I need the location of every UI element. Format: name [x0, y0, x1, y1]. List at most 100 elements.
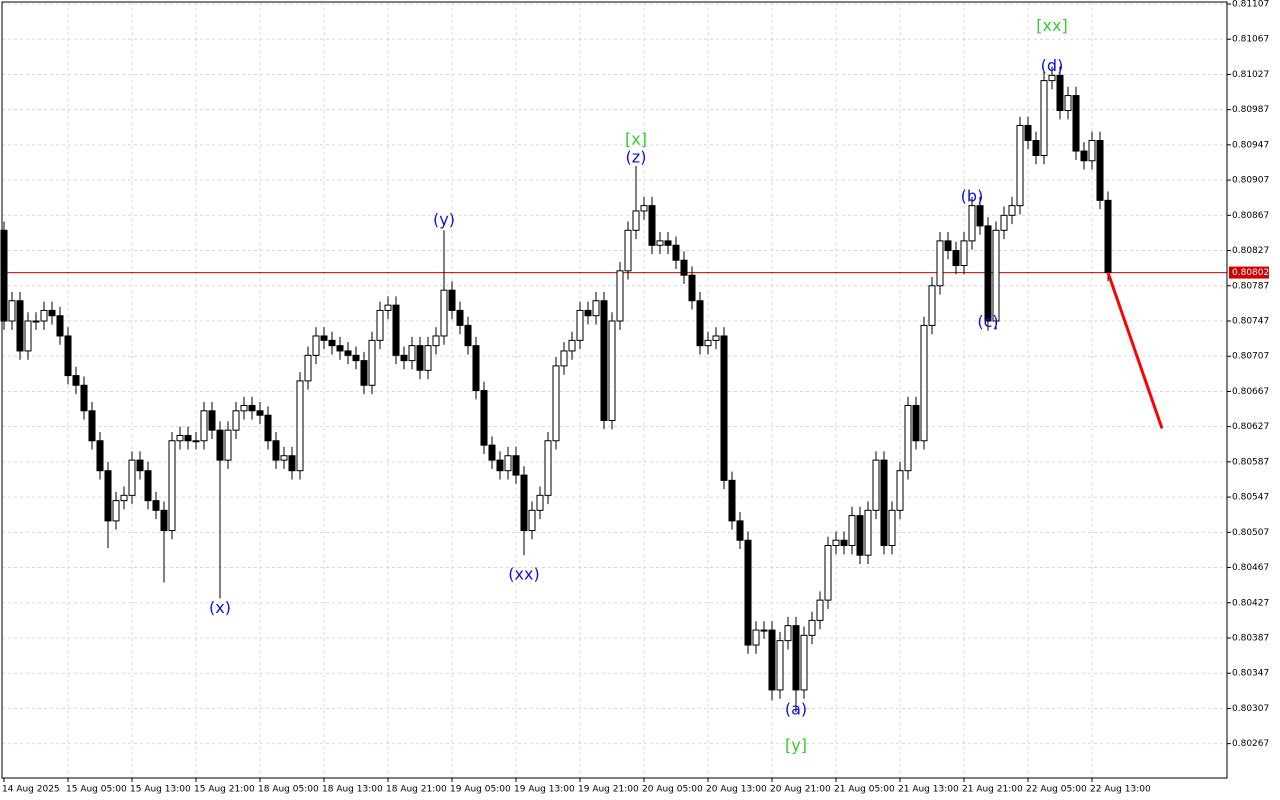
candle-body [40, 309, 48, 322]
y-tick-label: 0.81067 [1232, 35, 1269, 45]
candle-body [216, 429, 224, 461]
candle-body [88, 410, 96, 442]
x-tick-label: 21 Aug 13:00 [898, 785, 959, 795]
y-tick-label: 0.80907 [1232, 176, 1269, 186]
candle-body [944, 240, 952, 252]
candle-body [1048, 74, 1056, 82]
candle-body [480, 390, 488, 446]
candle-body [1056, 74, 1064, 112]
candle-body [704, 339, 712, 347]
wave-label: (c) [977, 312, 998, 331]
candle-body [352, 354, 360, 362]
x-tick-label: 21 Aug 21:00 [962, 785, 1023, 795]
candle-body [232, 410, 240, 431]
candle-body [928, 285, 936, 326]
candle-body [920, 324, 928, 442]
x-tick-label: 21 Aug 05:00 [834, 785, 895, 795]
candle-body [432, 335, 440, 347]
candle-body [152, 500, 160, 511]
wave-label: (xx) [508, 565, 539, 584]
y-tick-label: 0.80307 [1232, 704, 1269, 714]
candle-body [912, 405, 920, 442]
candle-body [312, 335, 320, 356]
candle-body [408, 345, 416, 362]
candle-body [864, 509, 872, 556]
candle-body [1080, 150, 1088, 162]
y-tick-label: 0.80747 [1232, 316, 1269, 326]
candle-body [184, 434, 192, 442]
y-tick-label: 0.81107 [1232, 0, 1269, 10]
x-tick-label: 22 Aug 05:00 [1026, 785, 1087, 795]
candle-body [144, 470, 152, 502]
candle-body [872, 459, 880, 511]
candle-body [240, 405, 248, 412]
candle-body [544, 440, 552, 496]
current-price-tag [1229, 266, 1269, 279]
candle-body [960, 240, 968, 267]
candle-body [816, 599, 824, 621]
candle-body [736, 520, 744, 541]
wave-label: (z) [626, 148, 647, 167]
x-tick-label: 15 Aug 21:00 [194, 785, 255, 795]
candle-body [680, 259, 688, 276]
candle-body [1064, 95, 1072, 112]
candle-body [1000, 214, 1008, 231]
candle-body [128, 459, 136, 496]
candle-body [808, 619, 816, 636]
x-tick-label: 18 Aug 13:00 [322, 785, 383, 795]
candle-body [760, 629, 768, 632]
grid [2, 2, 1227, 778]
x-tick-label: 22 Aug 13:00 [1090, 785, 1151, 795]
y-tick-label: 0.80627 [1232, 422, 1269, 432]
candle-body [984, 225, 992, 322]
candle-body [456, 309, 464, 326]
candle-body [464, 324, 472, 347]
candle-body [744, 539, 752, 646]
candle-body [536, 494, 544, 511]
candle-body [192, 440, 200, 443]
y-tick-label: 0.80547 [1232, 493, 1269, 503]
y-tick-label: 0.80507 [1232, 528, 1269, 538]
candle-body [296, 380, 304, 472]
candle-body [416, 345, 424, 371]
x-tick-label: 20 Aug 13:00 [706, 785, 767, 795]
candle-body [248, 405, 256, 412]
candle-body [472, 345, 480, 392]
candle-body [360, 360, 368, 386]
candle-body [280, 455, 288, 461]
candle-body [120, 494, 128, 502]
candle-body [336, 345, 344, 352]
candle-body [584, 309, 592, 317]
candle-body [1008, 205, 1016, 216]
candle-body [1016, 125, 1024, 207]
x-tick-label: 20 Aug 21:00 [770, 785, 831, 795]
candle-body [672, 244, 680, 261]
candle-body [256, 410, 264, 416]
candle-body [608, 320, 616, 421]
candle-body [784, 625, 792, 642]
candle-body [936, 240, 944, 287]
candle-body [688, 274, 696, 302]
candle-body [32, 320, 40, 323]
candle-body [368, 339, 376, 386]
candle-body [56, 315, 64, 337]
candle-body [792, 625, 800, 691]
candle-body [1072, 95, 1080, 152]
candle-body [1024, 125, 1032, 141]
candle-body [640, 205, 648, 212]
candle-body [576, 309, 584, 341]
candle-body [72, 375, 80, 386]
candle-body [0, 229, 8, 322]
wave-label: (a) [785, 699, 807, 718]
candle-body [424, 345, 432, 371]
candle-body [832, 539, 840, 547]
candle-body [440, 289, 448, 337]
wave-label: (y) [433, 210, 455, 229]
y-tick-label: 0.80267 [1232, 739, 1269, 749]
candle-body [976, 205, 984, 227]
candle-body [560, 350, 568, 367]
candle-body [208, 410, 216, 431]
